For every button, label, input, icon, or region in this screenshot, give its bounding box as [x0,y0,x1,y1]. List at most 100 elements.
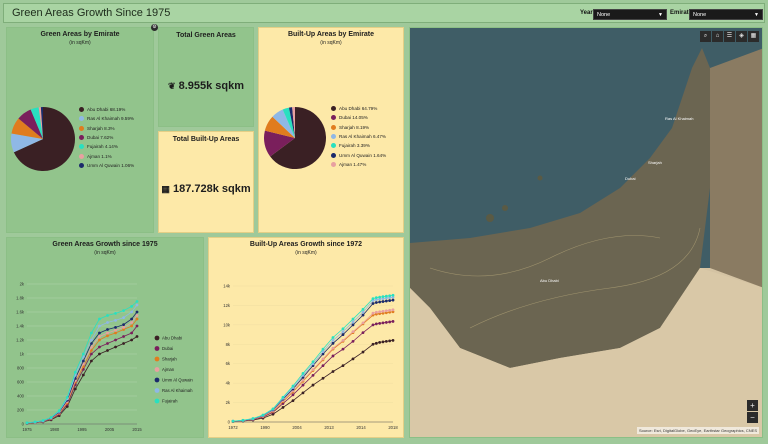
data-point[interactable] [114,328,117,332]
data-point[interactable] [65,396,69,399]
data-point[interactable] [331,346,335,350]
data-point[interactable] [374,341,378,345]
data-point[interactable] [374,298,378,301]
data-point[interactable] [122,316,125,319]
data-point[interactable] [89,331,93,335]
data-point[interactable] [381,321,385,325]
data-point[interactable] [341,339,345,342]
zoom-in-button[interactable]: + [747,400,758,411]
data-point[interactable] [49,415,53,419]
data-point[interactable] [351,323,355,327]
data-point[interactable] [89,352,93,356]
data-point[interactable] [331,370,335,373]
data-point[interactable] [388,339,392,343]
data-point[interactable] [388,310,392,314]
data-point[interactable] [391,308,395,312]
data-point[interactable] [321,350,325,353]
data-point[interactable] [122,328,125,331]
data-point[interactable] [114,331,117,335]
data-point[interactable] [391,310,395,314]
data-point[interactable] [341,364,345,368]
data-point[interactable] [384,309,388,313]
data-point[interactable] [41,419,45,422]
data-point[interactable] [384,339,388,343]
data-point[interactable] [391,320,395,323]
data-point[interactable] [311,383,315,387]
data-point[interactable] [361,350,365,354]
year-select[interactable]: None ▼ [593,9,667,20]
data-point[interactable] [130,338,134,342]
pie-slice[interactable] [264,130,295,157]
data-point[interactable] [341,333,345,336]
data-point[interactable] [388,299,392,302]
data-point[interactable] [321,364,325,368]
data-point[interactable] [135,303,139,307]
data-point[interactable] [361,310,365,314]
zoom-out-button[interactable]: − [747,412,758,423]
data-point[interactable] [388,320,392,324]
data-point[interactable] [114,345,117,349]
data-point[interactable] [106,331,109,335]
data-point[interactable] [106,321,109,324]
data-point[interactable] [81,359,85,363]
data-point[interactable] [371,311,375,315]
search-icon[interactable]: ⌕ [700,31,711,42]
built-pie-chart[interactable] [263,106,327,170]
data-point[interactable] [391,293,395,297]
data-point[interactable] [281,406,285,409]
data-point[interactable] [135,335,139,338]
data-point[interactable] [106,314,109,317]
data-point[interactable] [301,391,305,395]
pie-slice[interactable] [272,109,295,138]
data-point[interactable] [381,297,385,301]
data-point[interactable] [73,387,77,391]
data-point[interactable] [381,340,385,344]
data-point[interactable] [98,345,101,349]
data-point[interactable] [388,308,392,312]
basemap-icon[interactable]: ▦ [748,31,759,42]
data-point[interactable] [384,299,388,303]
data-point[interactable] [98,317,101,321]
pie-slice[interactable] [11,133,43,153]
data-point[interactable] [391,295,395,299]
pie-slice[interactable] [282,107,295,138]
data-point[interactable] [106,328,109,331]
uae-map[interactable]: Ras Al Khaimah Dubai Sharjah Abu Dhabi ⌕… [409,27,763,438]
data-point[interactable] [361,307,365,311]
pie-slice[interactable] [18,109,43,139]
data-point[interactable] [114,326,117,329]
data-point[interactable] [374,301,378,304]
data-point[interactable] [374,296,378,300]
pie-slice[interactable] [11,118,44,139]
data-point[interactable] [384,294,388,298]
data-point[interactable] [378,310,382,314]
data-point[interactable] [130,310,134,314]
data-point[interactable] [114,319,117,322]
data-point[interactable] [381,311,385,315]
data-point[interactable] [378,340,382,344]
data-point[interactable] [378,297,382,301]
data-point[interactable] [371,323,375,327]
data-point[interactable] [311,360,315,364]
pie-slice[interactable] [288,107,295,138]
data-point[interactable] [271,407,275,411]
data-point[interactable] [135,314,139,317]
data-point[interactable] [301,372,305,375]
data-point[interactable] [321,357,325,361]
layers-icon[interactable]: ◈ [736,31,747,42]
data-point[interactable] [361,321,365,325]
data-point[interactable] [130,321,134,324]
data-point[interactable] [106,342,109,345]
data-point[interactable] [341,327,345,331]
data-point[interactable] [391,339,395,342]
data-point[interactable] [241,418,245,422]
data-point[interactable] [384,311,388,315]
data-point[interactable] [98,352,101,356]
data-point[interactable] [391,298,395,302]
data-point[interactable] [281,395,285,399]
pie-slice[interactable] [30,107,43,139]
pie-slice[interactable] [270,107,326,169]
data-point[interactable] [135,317,139,321]
data-point[interactable] [130,324,134,328]
data-point[interactable] [341,347,345,351]
